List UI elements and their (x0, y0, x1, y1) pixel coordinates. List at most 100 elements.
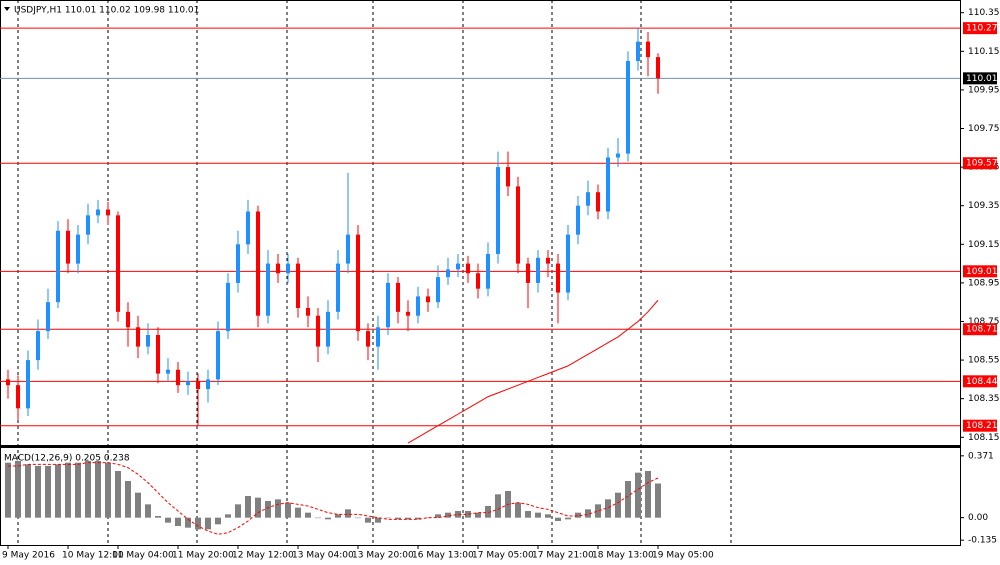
macd-bar (145, 504, 151, 518)
macd-bar (155, 516, 161, 518)
macd-bar (85, 461, 91, 518)
macd-bar (495, 494, 501, 518)
x-tick-label: 19 May 05:00 (652, 551, 714, 561)
macd-bar (575, 512, 581, 518)
macd-bar (445, 512, 451, 518)
y-tick-label: 108.55 (968, 356, 1000, 366)
macd-bar (275, 499, 281, 518)
candle-body (216, 331, 220, 380)
last-price-box (963, 72, 997, 85)
candle-body (586, 192, 590, 206)
level-label: 110.27 (966, 24, 998, 34)
candle-body (386, 282, 390, 328)
macd-bar (295, 507, 301, 518)
candle-body (76, 234, 80, 264)
macd-bar (125, 481, 131, 518)
macd-bar (195, 517, 201, 530)
macd-bar (315, 517, 321, 519)
candle-body (426, 296, 430, 303)
candle-body (476, 273, 480, 289)
candle-body (376, 327, 380, 347)
candle-body (156, 335, 160, 374)
candle-body (186, 381, 190, 386)
macd-bar (55, 464, 61, 518)
candle-body (276, 263, 280, 274)
macd-bar (215, 517, 221, 525)
macd-bar (385, 517, 391, 519)
macd-bar (395, 517, 401, 520)
macd-bar (375, 517, 381, 523)
y-tick-label: 109.75 (968, 124, 1000, 134)
macd-bar (415, 517, 421, 520)
candle-body (536, 257, 540, 283)
y-tick-label: -0.135 (968, 536, 997, 546)
candle-body (606, 157, 610, 212)
macd-bar (455, 511, 461, 518)
candle-body (296, 263, 300, 308)
candle-body (626, 60, 630, 154)
candle-body (86, 215, 90, 235)
macd-bar (95, 461, 101, 518)
x-tick-label: 11 May 04:00 (112, 551, 174, 561)
y-tick-label: 109.15 (968, 240, 1000, 250)
y-tick-label: 108.35 (968, 394, 1000, 404)
candle-body (366, 331, 370, 347)
level-label-box (963, 419, 997, 432)
candle-body (456, 263, 460, 270)
level-label: 109.01 (966, 267, 998, 277)
candle-body (246, 211, 250, 245)
level-label-box (963, 265, 997, 278)
candle-body (636, 41, 640, 61)
candle-body (196, 381, 200, 390)
x-tick-label: 17 May 21:00 (532, 551, 594, 561)
macd-bar (255, 497, 261, 518)
level-label-box (963, 22, 997, 35)
candle-body (546, 257, 550, 264)
candle-body (336, 263, 340, 312)
candle-body (106, 209, 110, 216)
macd-bar (595, 504, 601, 518)
candle-body (176, 369, 180, 386)
macd-bar (515, 502, 521, 518)
candle-body (416, 296, 420, 316)
macd-bar (435, 514, 441, 518)
macd-bar (285, 502, 291, 518)
candle-body (576, 205, 580, 235)
macd-bar (465, 511, 471, 518)
macd-bar (25, 464, 31, 518)
y-tick-label: 0.00 (968, 513, 988, 523)
last-price-label: 110.01 (966, 74, 998, 84)
plot-frame (0, 0, 961, 546)
menu-arrow[interactable] (4, 7, 10, 11)
candle-body (646, 41, 650, 58)
x-tick-label: 13 May 04:00 (292, 551, 354, 561)
macd-bar (75, 462, 81, 518)
candle-body (126, 311, 130, 328)
x-tick-label: 11 May 20:00 (172, 551, 234, 561)
level-label-box (963, 157, 997, 170)
macd-bar (205, 517, 211, 530)
candle-body (356, 234, 360, 332)
level-label: 109.57 (966, 159, 998, 169)
macd-bar (365, 517, 371, 523)
macd-bar (425, 517, 431, 519)
macd-bar (135, 492, 141, 518)
y-tick-label: 110.15 (968, 47, 1000, 57)
macd-bar (175, 517, 181, 526)
candle-body (346, 234, 350, 264)
candle-body (506, 167, 510, 187)
macd-bar (535, 512, 541, 518)
macd-bar (45, 466, 51, 518)
y-tick-label: 109.95 (968, 85, 1000, 95)
macd-bar (655, 483, 661, 518)
macd-bar (625, 481, 631, 518)
candle-body (166, 369, 170, 374)
macd-bar (235, 504, 241, 518)
candle-body (496, 167, 500, 254)
macd-bar (525, 511, 531, 518)
macd-bar (405, 517, 411, 520)
candle-body (446, 269, 450, 278)
candle-body (306, 307, 310, 316)
macd-bar (185, 517, 191, 528)
macd-bar (345, 509, 351, 518)
